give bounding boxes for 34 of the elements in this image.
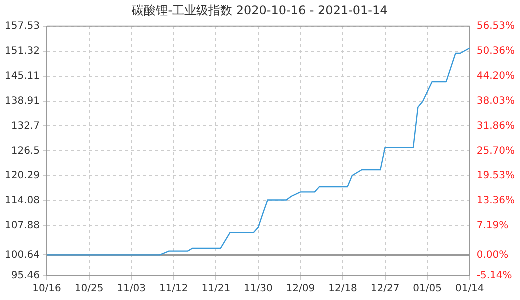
y2-tick-label: 50.36% (476, 46, 516, 57)
y2-tick-label: 7.19% (476, 220, 509, 232)
y-tick-label: 138.91 (4, 96, 40, 107)
y2-tick-label: 44.20% (476, 70, 516, 82)
y-tick-label: 100.64 (4, 250, 40, 261)
y-tick-label: 157.53 (4, 20, 40, 32)
x-tick-label: 11/03 (117, 284, 146, 295)
x-tick-label: 11/12 (159, 284, 188, 295)
y2-tick-label: 38.03% (476, 96, 516, 107)
x-tick-label: 12/18 (328, 284, 358, 295)
x-tick-label: 01/14 (455, 284, 484, 295)
y-tick-label: 95.46 (11, 270, 40, 282)
y-tick-label: 120.29 (4, 170, 40, 182)
y2-tick-label: -5.14% (476, 270, 512, 282)
y-tick-label: 145.11 (4, 70, 40, 82)
y2-tick-label: 13.36% (476, 196, 516, 207)
x-tick-label: 12/27 (370, 284, 400, 295)
x-tick-label: 10/25 (74, 284, 104, 295)
x-tick-label: 01/05 (413, 284, 442, 295)
y-tick-label: 126.5 (11, 146, 40, 157)
y2-tick-label: 56.53% (476, 20, 516, 32)
x-tick-label: 11/30 (244, 284, 273, 295)
x-tick-label: 11/21 (202, 284, 231, 295)
chart-title: 碳酸锂-工业级指数 2020-10-16 - 2021-01-14 (131, 3, 388, 18)
y-tick-label: 114.08 (4, 196, 40, 207)
y2-tick-label: 31.86% (476, 120, 516, 132)
y2-tick-label: 25.70% (476, 146, 516, 157)
y2-tick-label: 0.00% (476, 250, 509, 261)
y2-tick-label: 19.53% (476, 170, 516, 182)
y-tick-label: 132.7 (11, 120, 40, 132)
y-tick-label: 107.88 (4, 220, 40, 232)
x-tick-label: 12/09 (286, 284, 316, 295)
y-tick-label: 151.32 (4, 46, 40, 57)
x-tick-label: 10/16 (32, 284, 62, 295)
